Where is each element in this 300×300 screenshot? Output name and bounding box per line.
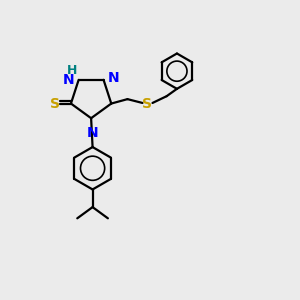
Text: N: N bbox=[87, 126, 98, 140]
Text: H: H bbox=[67, 64, 77, 77]
Text: N: N bbox=[63, 73, 74, 87]
Text: S: S bbox=[142, 98, 152, 111]
Text: S: S bbox=[50, 97, 60, 111]
Text: N: N bbox=[108, 71, 120, 85]
